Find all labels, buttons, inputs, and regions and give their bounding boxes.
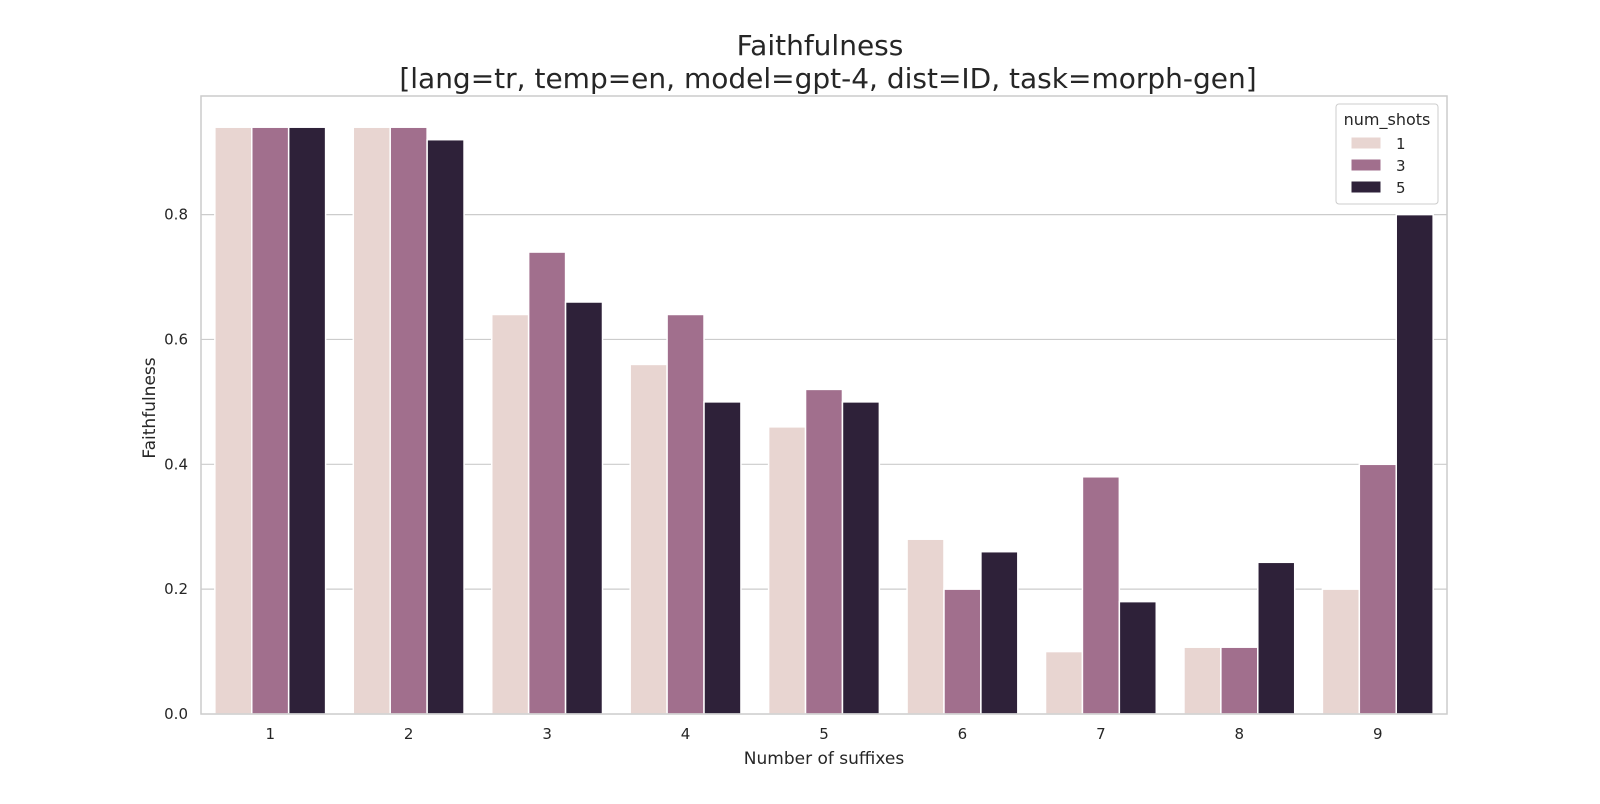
bar <box>287 126 327 715</box>
y-tick-label: 0.2 <box>164 580 188 598</box>
legend-items: 1 3 5 <box>1350 135 1406 197</box>
bar <box>1118 600 1158 715</box>
bar <box>1081 476 1121 715</box>
bar <box>906 538 945 715</box>
bar <box>980 550 1019 715</box>
x-tick-label: 3 <box>542 725 552 743</box>
x-tick-label: 5 <box>819 725 829 743</box>
bar <box>1183 646 1222 715</box>
legend-title: num_shots <box>1344 110 1431 130</box>
bars-layer <box>214 126 1434 715</box>
bar <box>666 313 705 715</box>
chart-subtitle: [lang=tr, temp=en, model=gpt-4, dist=ID,… <box>399 62 1256 95</box>
x-axis-label: Number of suffixes <box>744 749 905 769</box>
legend-swatch <box>1350 180 1382 194</box>
x-tick-label: 8 <box>1235 725 1245 743</box>
bar <box>703 401 742 715</box>
bar <box>1358 463 1397 715</box>
plot-frame <box>200 95 1448 715</box>
x-tick-label: 2 <box>404 725 414 743</box>
y-tick-label: 0.6 <box>164 330 188 348</box>
bar <box>1321 588 1361 715</box>
x-tick-label: 1 <box>265 725 275 743</box>
x-tick-label: 9 <box>1373 725 1383 743</box>
y-tick-label: 0.4 <box>164 455 188 473</box>
legend-swatch <box>1350 158 1382 172</box>
y-tick-label: 0.0 <box>164 705 188 723</box>
legend: num_shots 1 3 5 <box>1335 103 1439 205</box>
bar <box>352 126 391 715</box>
legend-box <box>1335 103 1439 205</box>
legend-label: 5 <box>1396 179 1406 197</box>
bar <box>527 251 567 715</box>
bar <box>214 126 253 715</box>
x-tick-label: 7 <box>1096 725 1106 743</box>
bar <box>426 138 465 715</box>
legend-label: 3 <box>1396 157 1406 175</box>
bar <box>804 388 844 715</box>
bar <box>943 588 982 715</box>
bar <box>251 126 290 715</box>
bar <box>490 313 530 715</box>
bar <box>1257 561 1296 715</box>
chart-title: Faithfulness <box>737 29 904 62</box>
y-tick-labels: 0.0 0.2 0.4 0.6 0.8 <box>164 206 188 723</box>
x-tick-label: 4 <box>681 725 691 743</box>
bar <box>564 301 604 715</box>
y-tick-label: 0.8 <box>164 206 188 224</box>
bar <box>1395 213 1434 715</box>
legend-swatch <box>1350 136 1382 150</box>
bar <box>1044 650 1084 715</box>
bar <box>841 401 881 715</box>
y-axis-label: Faithfulness <box>140 357 160 458</box>
legend-label: 1 <box>1396 135 1406 153</box>
bar <box>389 126 428 715</box>
x-tick-labels: 1 2 3 4 5 6 7 8 9 <box>265 725 1382 743</box>
bar <box>629 363 668 715</box>
bar <box>767 426 807 715</box>
bar <box>1220 646 1259 715</box>
x-tick-label: 6 <box>958 725 968 743</box>
